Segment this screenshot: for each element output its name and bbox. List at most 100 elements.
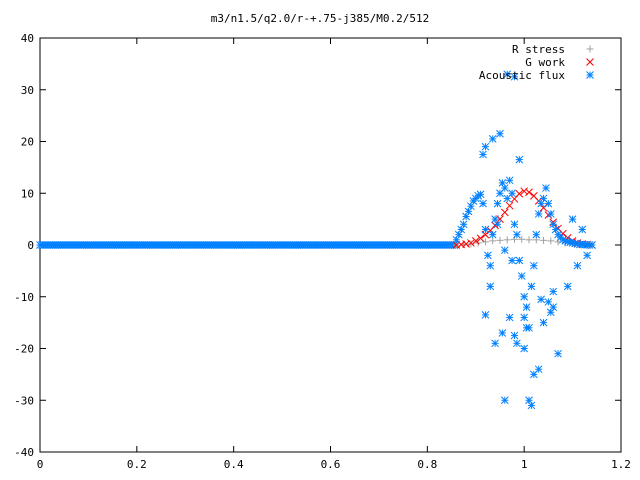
acoustic-flux-point	[486, 282, 495, 291]
acoustic-flux-point	[500, 396, 509, 405]
x-tick-label: 0.4	[224, 458, 244, 471]
y-tick-label: 10	[21, 187, 34, 200]
acoustic-flux-point	[546, 308, 555, 317]
acoustic-flux-point	[515, 155, 524, 164]
x-tick-label: 0	[37, 458, 44, 471]
acoustic-flux-point	[513, 230, 521, 239]
r-stress-point	[489, 237, 497, 245]
acoustic-flux-point	[563, 282, 572, 291]
acoustic-flux-point	[496, 129, 504, 138]
x-tick-label: 0.8	[417, 458, 437, 471]
acoustic-flux-point	[476, 190, 485, 199]
acoustic-flux-point	[549, 287, 558, 296]
y-tick-label: -10	[14, 291, 34, 304]
acoustic-flux-point	[534, 365, 543, 374]
acoustic-flux-point	[503, 70, 512, 79]
y-tick-label: 30	[21, 84, 34, 97]
r-stress-point	[518, 235, 526, 243]
acoustic-flux-point	[479, 199, 487, 208]
y-tick-label: 40	[21, 32, 34, 45]
y-tick-label: -20	[14, 343, 34, 356]
acoustic-flux-point	[515, 256, 524, 265]
acoustic-flux-point	[484, 251, 492, 260]
acoustic-flux-point	[554, 349, 562, 358]
r-stress-point	[481, 238, 489, 246]
acoustic-flux-point	[544, 199, 553, 208]
acoustic-flux-point	[583, 251, 591, 260]
g-work-point	[525, 188, 533, 197]
acoustic-flux-point	[520, 344, 529, 353]
y-axis: 40 30 20 10 0 -10 -20 -30 -40	[14, 32, 621, 459]
x-tick-label: 1.2	[611, 458, 631, 471]
acoustic-flux-point	[479, 150, 487, 159]
acoustic-flux-point	[500, 184, 509, 192]
x-tick-label: 0.2	[127, 458, 147, 471]
legend-label: Acoustic flux	[479, 69, 565, 82]
legend-marker	[586, 45, 594, 53]
acoustic-flux-point	[517, 272, 526, 280]
acoustic-flux-point	[522, 323, 531, 332]
x-tick-label: 0.6	[321, 458, 341, 471]
g-work-point	[462, 240, 470, 248]
r-stress-point	[540, 236, 548, 244]
acoustic-flux-point	[498, 329, 507, 337]
acoustic-flux-point	[459, 220, 468, 229]
acoustic-flux-point	[588, 241, 596, 249]
g-work-point	[476, 234, 485, 243]
y-tick-label: -40	[14, 446, 34, 459]
acoustic-flux-point	[493, 199, 502, 208]
acoustic-flux-point	[505, 313, 514, 322]
acoustic-flux-point	[491, 339, 499, 348]
r-stress-point	[547, 237, 555, 245]
legend-marker	[586, 71, 594, 79]
acoustic-flux-point	[544, 298, 553, 306]
r-stress-point	[496, 236, 504, 244]
acoustic-flux-point	[520, 292, 529, 301]
acoustic-flux-point	[539, 318, 548, 327]
g-work-point	[471, 237, 480, 245]
acoustic-flux-point	[500, 246, 509, 255]
g-work-point	[515, 189, 524, 198]
acoustic-flux-point	[510, 72, 519, 81]
y-tick-label: -30	[14, 394, 34, 407]
g-work-point	[467, 239, 475, 247]
acoustic-flux-point	[481, 311, 490, 319]
acoustic-flux-point	[527, 401, 536, 410]
g-work-point	[505, 201, 514, 210]
acoustic-flux-point	[537, 295, 545, 304]
acoustic-flux-point	[508, 256, 516, 265]
r-stress-point	[503, 236, 511, 244]
acoustic-flux-point	[505, 176, 514, 185]
acoustic-flux-point	[568, 215, 577, 223]
x-axis: 0 0.2 0.4 0.6 0.8 1 1.2	[37, 38, 631, 471]
legend-label: R stress	[512, 43, 565, 56]
g-work-point	[520, 187, 529, 196]
acoustic-flux-point	[508, 189, 516, 198]
acoustic-flux-point	[481, 225, 490, 234]
r-stress-point	[525, 236, 533, 244]
chart-title: m3/n1.5/q2.0/r-+.75-j385/M0.2/512	[211, 12, 430, 25]
acoustic-flux-point	[493, 220, 502, 229]
legend-marker	[586, 58, 594, 66]
legend-label: G work	[525, 56, 565, 69]
acoustic-flux-point	[546, 210, 555, 218]
data-marks	[36, 70, 596, 410]
acoustic-flux-point	[578, 225, 587, 234]
acoustic-flux-point	[488, 230, 497, 239]
acoustic-flux-point	[510, 331, 519, 340]
acoustic-flux-point	[488, 135, 497, 143]
acoustic-flux-point	[513, 339, 521, 348]
acoustic-flux-point	[520, 313, 529, 322]
acoustic-flux-point	[510, 220, 519, 229]
acoustic-flux-point	[481, 142, 490, 151]
y-tick-label: 0	[27, 239, 34, 252]
y-tick-label: 20	[21, 136, 34, 149]
acoustic-flux-point	[527, 282, 536, 291]
acoustic-flux-point	[486, 261, 495, 270]
acoustic-flux-point	[542, 184, 550, 192]
acoustic-flux-point	[532, 230, 541, 239]
series-acoustic-flux	[452, 70, 596, 410]
acoustic-flux-point	[573, 261, 582, 270]
